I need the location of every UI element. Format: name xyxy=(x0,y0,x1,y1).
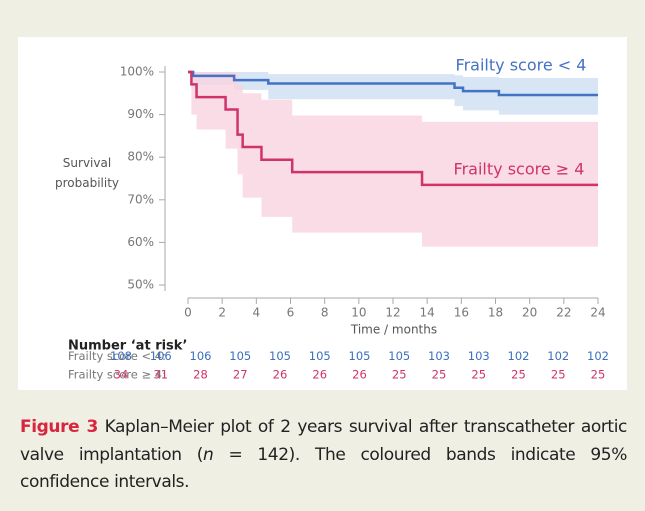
x-tick-label: 4 xyxy=(253,306,261,320)
caption: Figure 3 Kaplan–Meier plot of 2 years su… xyxy=(20,414,627,497)
legend-label: Frailty score < 4 xyxy=(456,56,587,75)
at-risk-value: 26 xyxy=(352,368,367,382)
at-risk-value: 25 xyxy=(392,368,407,382)
chart: 50%60%70%80%90%100%0 2 4 6 8 10 12 14 16 18 20 22 24… xyxy=(68,56,609,382)
caption-italic: n xyxy=(202,444,214,465)
x-tick-label: 22 xyxy=(556,306,571,320)
y-tick-label: 80% xyxy=(127,150,154,164)
at-risk-value: 106 xyxy=(150,349,172,363)
caption-text: = 142). The coloured bands indicate 95% … xyxy=(20,444,627,493)
at-risk-value: 108 xyxy=(110,349,132,363)
y-axis-label: Survival probability xyxy=(54,156,120,190)
at-risk-value: 25 xyxy=(511,368,526,382)
at-risk-value: 106 xyxy=(190,349,212,363)
y-tick-label: 90% xyxy=(127,107,154,121)
at-risk-value: 25 xyxy=(551,368,566,382)
at-risk-value: 28 xyxy=(193,368,208,382)
caption-text: Kaplan–Meier plot of 2 years survival af… xyxy=(20,417,627,465)
at-risk-title: Number ‘at risk’ xyxy=(68,339,187,354)
x-tick-label: 10 xyxy=(351,306,366,320)
y-tick-label: 60% xyxy=(127,235,154,249)
at-risk-value: 31 xyxy=(153,368,168,382)
at-risk-value: 102 xyxy=(587,349,609,363)
x-tick-label: 0 xyxy=(184,306,192,320)
x-tick-label: 6 xyxy=(287,306,295,320)
x-tick-label: 12 xyxy=(385,306,400,320)
at-risk-value: 26 xyxy=(273,368,288,382)
y-tick-label: 70% xyxy=(127,192,154,206)
at-risk-value: 103 xyxy=(468,349,490,363)
confidence-band xyxy=(188,72,598,247)
survival-curve xyxy=(188,70,598,187)
at-risk-label: Frailty score < 4: xyxy=(68,349,166,363)
at-risk-value: 105 xyxy=(269,349,291,363)
x-tick-label: 20 xyxy=(522,306,537,320)
x-tick-label: 24 xyxy=(590,306,605,320)
x-tick-label: 8 xyxy=(321,306,329,320)
at-risk-value: 25 xyxy=(432,368,447,382)
at-risk-value: 25 xyxy=(591,368,606,382)
at-risk-value: 102 xyxy=(508,349,530,363)
survival-curve xyxy=(188,70,598,97)
x-tick-label: 18 xyxy=(488,306,503,320)
at-risk-value: 105 xyxy=(309,349,331,363)
at-risk-value: 25 xyxy=(471,368,486,382)
x-tick-label: 14 xyxy=(420,306,435,320)
y-tick-label: 100% xyxy=(120,65,154,79)
y-tick-label: 50% xyxy=(127,278,154,292)
caption-label: Figure 3 xyxy=(20,417,98,437)
x-tick-label: 16 xyxy=(454,306,469,320)
at-risk-value: 26 xyxy=(312,368,327,382)
at-risk-label: Frailty score ≥ 4: xyxy=(68,368,166,382)
at-risk-value: 105 xyxy=(388,349,410,363)
x-axis-label: Time / months xyxy=(350,323,437,337)
at-risk-value: 105 xyxy=(349,349,371,363)
at-risk-value: 102 xyxy=(547,349,569,363)
legend-label: Frailty score ≥ 4 xyxy=(454,160,585,179)
x-tick-label: 2 xyxy=(218,306,226,320)
at-risk-value: 105 xyxy=(229,349,251,363)
at-risk-value: 27 xyxy=(233,368,248,382)
at-risk-value: 34 xyxy=(114,368,129,382)
at-risk-value: 103 xyxy=(428,349,450,363)
